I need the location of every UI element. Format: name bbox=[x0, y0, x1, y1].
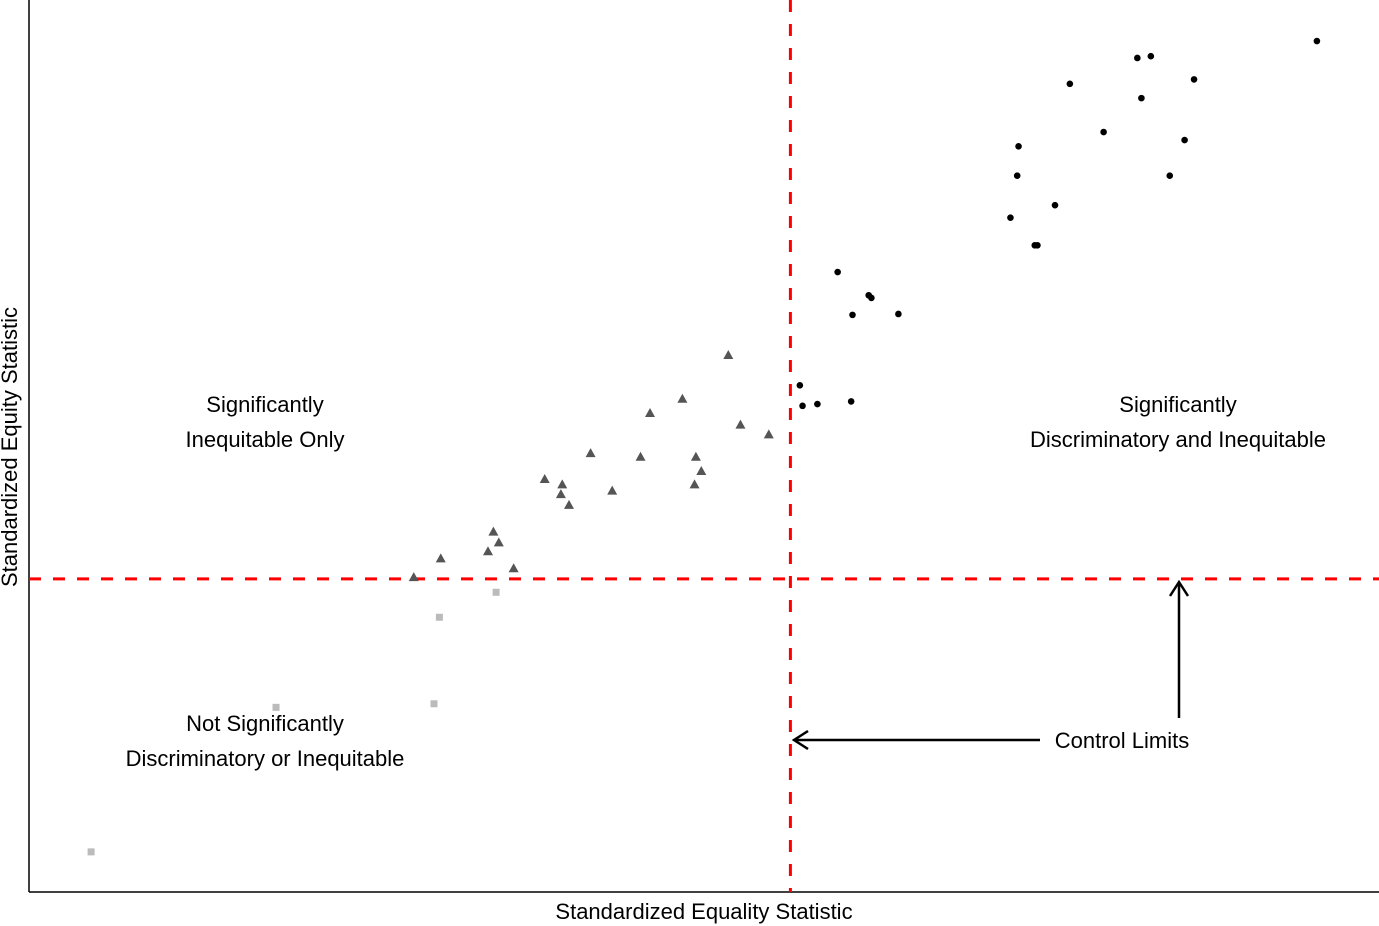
circle-data-point bbox=[849, 311, 856, 319]
triangle-data-point bbox=[690, 451, 701, 461]
arrow-to-horizontal-limit bbox=[1168, 579, 1190, 718]
circle-data-point bbox=[1015, 142, 1022, 150]
circle-data-point bbox=[1100, 128, 1107, 136]
triangle-data-point bbox=[435, 553, 446, 563]
circle-data-point bbox=[834, 268, 841, 276]
circle-data-point bbox=[1147, 52, 1155, 60]
triangle-data-point bbox=[677, 393, 688, 403]
circle-data-point bbox=[1034, 242, 1041, 249]
annotation-upper-left-line2: Inequitable Only bbox=[186, 427, 345, 452]
circle-data-point bbox=[1190, 76, 1198, 83]
square-data-point bbox=[272, 703, 280, 711]
circle-data-point bbox=[1134, 54, 1141, 62]
triangle-data-point bbox=[493, 537, 504, 547]
circle-data-point bbox=[1013, 172, 1021, 180]
arrow-to-vertical-limit bbox=[791, 729, 1040, 751]
circle-data-point bbox=[1066, 80, 1074, 88]
triangle-data-point bbox=[564, 499, 574, 509]
square-data-point bbox=[492, 588, 500, 596]
square-data-point bbox=[430, 700, 438, 708]
circle-data-point bbox=[1313, 37, 1321, 45]
triangle-data-point bbox=[508, 563, 519, 573]
annotation-upper-left-line1: Significantly bbox=[206, 392, 323, 417]
control-limits-label: Control Limits bbox=[1055, 728, 1189, 753]
annotation-upper-right-line2: Discriminatory and Inequitable bbox=[1030, 427, 1326, 452]
annotation-upper-right-line1: Significantly bbox=[1119, 392, 1236, 417]
y-axis-label: Standardized Equity Statistic bbox=[0, 307, 22, 587]
circle-data-point bbox=[814, 400, 821, 408]
triangle-data-point bbox=[555, 489, 566, 499]
data-points bbox=[87, 37, 1321, 856]
square-data-point bbox=[87, 848, 95, 856]
circle-data-point bbox=[1007, 214, 1014, 221]
triangle-data-point bbox=[539, 474, 550, 484]
annotation-lower-left-line1: Not Significantly bbox=[186, 711, 344, 736]
triangle-data-point bbox=[408, 572, 419, 582]
triangle-data-point bbox=[635, 451, 646, 461]
triangle-data-point bbox=[483, 546, 493, 556]
circle-data-point bbox=[1166, 172, 1174, 180]
square-data-point bbox=[435, 613, 443, 621]
triangle-data-point bbox=[735, 419, 746, 429]
triangle-data-point bbox=[645, 407, 655, 417]
triangle-data-point bbox=[557, 479, 568, 489]
triangle-data-point bbox=[723, 350, 734, 360]
circle-data-point bbox=[1051, 201, 1059, 209]
circle-data-point bbox=[868, 294, 875, 302]
circle-data-point bbox=[1181, 136, 1188, 144]
circle-data-point bbox=[796, 382, 804, 389]
triangle-data-point bbox=[689, 479, 700, 489]
triangle-data-point bbox=[696, 465, 707, 475]
triangle-data-point bbox=[763, 429, 774, 439]
triangle-data-point bbox=[607, 485, 618, 495]
circle-data-point bbox=[895, 310, 902, 318]
x-axis-label: Standardized Equality Statistic bbox=[555, 899, 852, 924]
circle-data-point bbox=[847, 398, 855, 405]
circle-data-point bbox=[799, 402, 806, 410]
circle-data-point bbox=[1138, 94, 1145, 102]
triangle-data-point bbox=[488, 526, 499, 536]
annotation-lower-left-line2: Discriminatory or Inequitable bbox=[126, 746, 405, 771]
triangle-data-point bbox=[585, 448, 596, 458]
